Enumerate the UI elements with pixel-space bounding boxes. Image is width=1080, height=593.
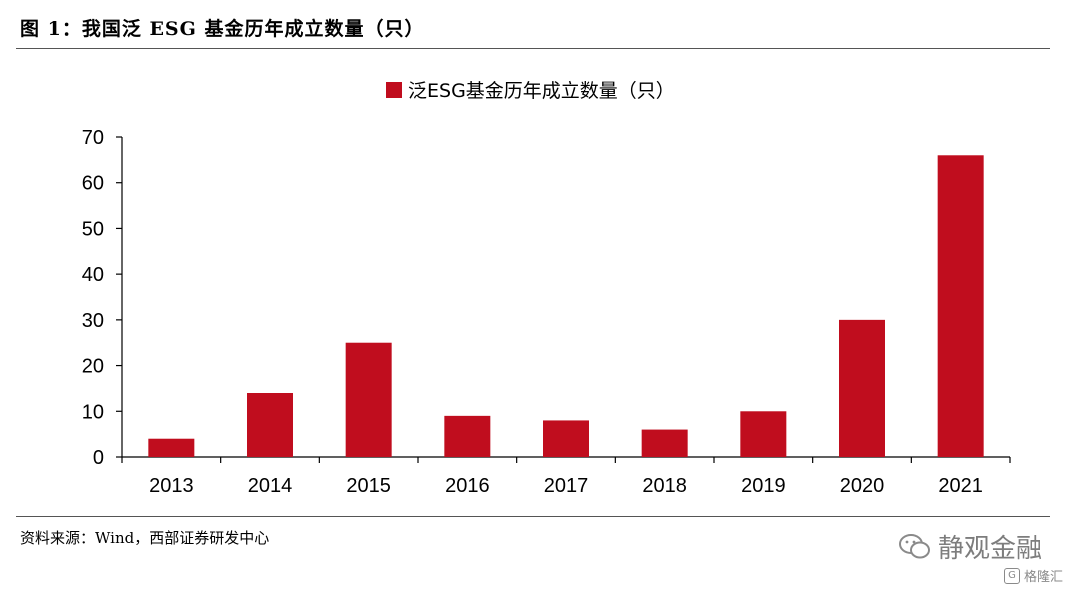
x-tick-label: 2017 — [544, 475, 589, 497]
y-tick-label: 10 — [82, 401, 104, 423]
watermark-sub-text: 格隆汇 — [1024, 570, 1064, 585]
y-tick-label: 0 — [93, 447, 104, 469]
watermark: 静观金融 — [898, 528, 1042, 565]
bar-2014 — [247, 393, 293, 457]
x-tick-label: 2013 — [149, 475, 194, 497]
y-tick-label: 70 — [82, 127, 104, 149]
bar-2021 — [937, 155, 984, 458]
bar-2019 — [740, 411, 787, 457]
x-tick-label: 2020 — [840, 475, 885, 497]
bar-chart: 泛ESG基金历年成立数量（只） 0 10 20 30 40 50 60 70 2013 2014… — [82, 80, 1011, 497]
y-axis: 0 10 20 30 40 50 60 70 — [82, 127, 123, 469]
y-tick-label: 20 — [82, 356, 104, 378]
y-tick-label: 40 — [82, 264, 104, 286]
watermark-sub: G 格隆汇 — [1004, 566, 1063, 585]
gelonghui-logo-icon: G — [1004, 567, 1020, 584]
x-tick-label: 2021 — [938, 475, 983, 497]
bar-2015 — [345, 342, 392, 457]
legend-label: 泛ESG基金历年成立数量（只） — [408, 80, 675, 102]
legend-swatch — [386, 82, 402, 98]
bar-2016 — [444, 415, 491, 457]
x-tick-label: 2018 — [642, 475, 687, 497]
bar-2018 — [641, 429, 688, 457]
x-tick-label: 2015 — [346, 475, 391, 497]
top-divider — [16, 48, 1050, 49]
y-tick-label: 50 — [82, 218, 104, 240]
x-tick-label: 2016 — [445, 475, 490, 497]
wechat-icon — [899, 533, 930, 558]
chart-legend: 泛ESG基金历年成立数量（只） — [386, 80, 675, 102]
y-tick-label: 60 — [82, 173, 104, 195]
watermark-text: 静观金融 — [938, 534, 1043, 564]
bar-2017 — [543, 420, 589, 457]
x-axis: 2013 2014 2015 2016 2017 2018 2019 2020 2021 — [121, 456, 1011, 497]
bottom-divider — [16, 516, 1050, 517]
x-tick-label: 2014 — [248, 475, 293, 497]
x-tick-label: 2019 — [741, 475, 786, 497]
figure-title: 图 1：我国泛 ESG 基金历年成立数量（只） — [20, 18, 425, 40]
bar-2020 — [839, 319, 885, 457]
y-tick-label: 30 — [82, 310, 104, 332]
source-note: 资料来源：Wind，西部证券研发中心 — [20, 529, 270, 547]
bar-series — [148, 155, 984, 458]
bar-2013 — [148, 438, 195, 457]
